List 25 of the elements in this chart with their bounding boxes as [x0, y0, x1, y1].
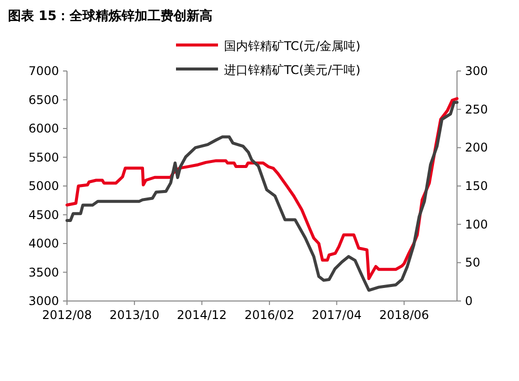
x-tick-label: 2013/10 — [109, 308, 160, 322]
y-tick-label: 4000 — [28, 236, 59, 250]
y-tick-label: 5500 — [28, 150, 59, 164]
y2-tick-label: 100 — [465, 217, 488, 232]
x-tick-label: 2014/12 — [176, 308, 227, 322]
y2-tick-label: 0 — [465, 294, 473, 308]
y2-tick-label: 200 — [465, 140, 488, 155]
y-tick-label: 4500 — [28, 208, 59, 222]
x-tick-label: 2018/06 — [379, 308, 430, 322]
y2-tick-label: 250 — [465, 102, 488, 116]
y2-tick-label: 300 — [465, 64, 488, 78]
y-tick-label: 6000 — [28, 122, 59, 136]
chart-title: 图表 15：全球精炼锌加工费创新高 — [8, 8, 213, 24]
y-tick-label: 3500 — [28, 265, 59, 280]
legend-label: 国内锌精矿TC(元/金属吨) — [224, 39, 360, 53]
x-tick-label: 2016/02 — [244, 308, 294, 322]
x-tick-label: 2017/04 — [312, 308, 362, 322]
x-tick-label: 2012/08 — [42, 308, 92, 322]
legend-label: 进口锌精矿TC(美元/干吨) — [224, 63, 360, 77]
y2-tick-label: 150 — [465, 179, 488, 193]
y-tick-label: 5000 — [28, 179, 59, 193]
y-tick-label: 6500 — [28, 92, 59, 107]
y2-tick-label: 50 — [465, 256, 480, 270]
y-tick-label: 7000 — [28, 64, 59, 78]
y-tick-label: 3000 — [28, 294, 59, 308]
